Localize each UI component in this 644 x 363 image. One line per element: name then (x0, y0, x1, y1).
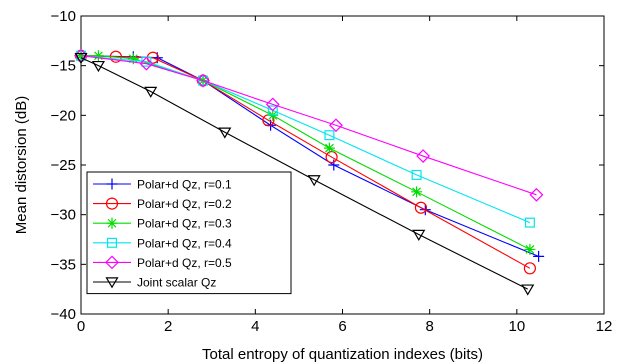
series-line (80, 55, 537, 196)
axis-ticks: 0 2 4 6 8 10 12 −10 −15 −20 −25 −30 −35 −40 (51, 8, 613, 335)
y-axis-label: Mean distorsion (dB) (13, 96, 30, 234)
y-tick-label: −10 (51, 8, 76, 25)
data-point (411, 169, 422, 180)
legend-box (86, 171, 292, 295)
y-tick-label: −35 (51, 256, 76, 273)
data-point (105, 197, 119, 210)
legend-item: Polar+d Qz, r=0.2 (93, 197, 232, 211)
data-point (307, 175, 321, 187)
data-point (524, 217, 535, 228)
x-axis-label: Total entropy of quantization indexes (b… (202, 346, 483, 363)
data-point (139, 56, 154, 71)
legend-item: Polar+d Qz, r=0.4 (93, 236, 232, 250)
data-point (328, 159, 340, 171)
legend-label: Polar+d Qz, r=0.1 (137, 178, 232, 192)
data-point (105, 277, 119, 289)
data-point (91, 60, 105, 73)
data-point (414, 201, 428, 214)
data-point (521, 284, 535, 296)
data-point (92, 50, 104, 62)
series-layer (74, 48, 545, 296)
x-tick-label: 4 (251, 318, 259, 335)
series-line (80, 57, 528, 290)
legend-item: Polar+d Qz, r=0.1 (93, 178, 232, 192)
data-point (196, 73, 210, 88)
y-tick-label: −40 (51, 306, 76, 323)
series (74, 52, 535, 296)
legend-item: Joint scalar Qz (93, 276, 216, 290)
data-point (325, 150, 338, 164)
legend-label: Joint scalar Qz (137, 276, 216, 290)
data-point (329, 118, 343, 133)
x-tick-label: 6 (338, 318, 346, 335)
data-point (198, 75, 209, 86)
series-line (81, 55, 531, 250)
data-point (106, 178, 118, 190)
data-point (218, 127, 232, 139)
data-point (411, 186, 423, 198)
legend-label: Polar+d Qz, r=0.5 (137, 256, 232, 270)
x-tick-label: 10 (508, 318, 525, 335)
series-line (80, 55, 531, 269)
data-point (524, 243, 536, 255)
x-tick-label: 2 (164, 318, 172, 335)
data-point (529, 187, 544, 202)
data-point (265, 97, 280, 112)
data-point (74, 52, 88, 65)
data-point (323, 142, 335, 154)
data-point (267, 105, 278, 116)
data-point (106, 217, 118, 229)
x-tick-label: 8 (425, 318, 433, 335)
data-point (144, 86, 158, 98)
data-point (105, 255, 119, 270)
y-tick-label: −30 (51, 207, 76, 224)
data-point (127, 53, 139, 65)
data-point (412, 229, 426, 241)
y-tick-label: −15 (51, 58, 76, 75)
data-point (106, 237, 117, 248)
data-point (324, 130, 335, 141)
x-tick-label: 0 (77, 318, 85, 335)
legend-item: Polar+d Qz, r=0.5 (93, 255, 232, 270)
legend-label: Polar+d Qz, r=0.2 (137, 197, 232, 211)
data-point (416, 149, 431, 163)
legend: Polar+d Qz, r=0.1 Polar+d Qz, r=0.2 Polar+… (86, 171, 292, 295)
legend-label: Polar+d Qz, r=0.4 (137, 236, 232, 250)
legend-item: Polar+d Qz, r=0.3 (93, 217, 232, 231)
y-tick-label: −20 (51, 107, 76, 124)
data-point (533, 250, 545, 262)
data-point (523, 262, 537, 275)
x-tick-label: 12 (596, 318, 613, 335)
y-tick-label: −25 (51, 157, 76, 174)
legend-label: Polar+d Qz, r=0.3 (137, 217, 232, 231)
data-point (75, 50, 87, 62)
